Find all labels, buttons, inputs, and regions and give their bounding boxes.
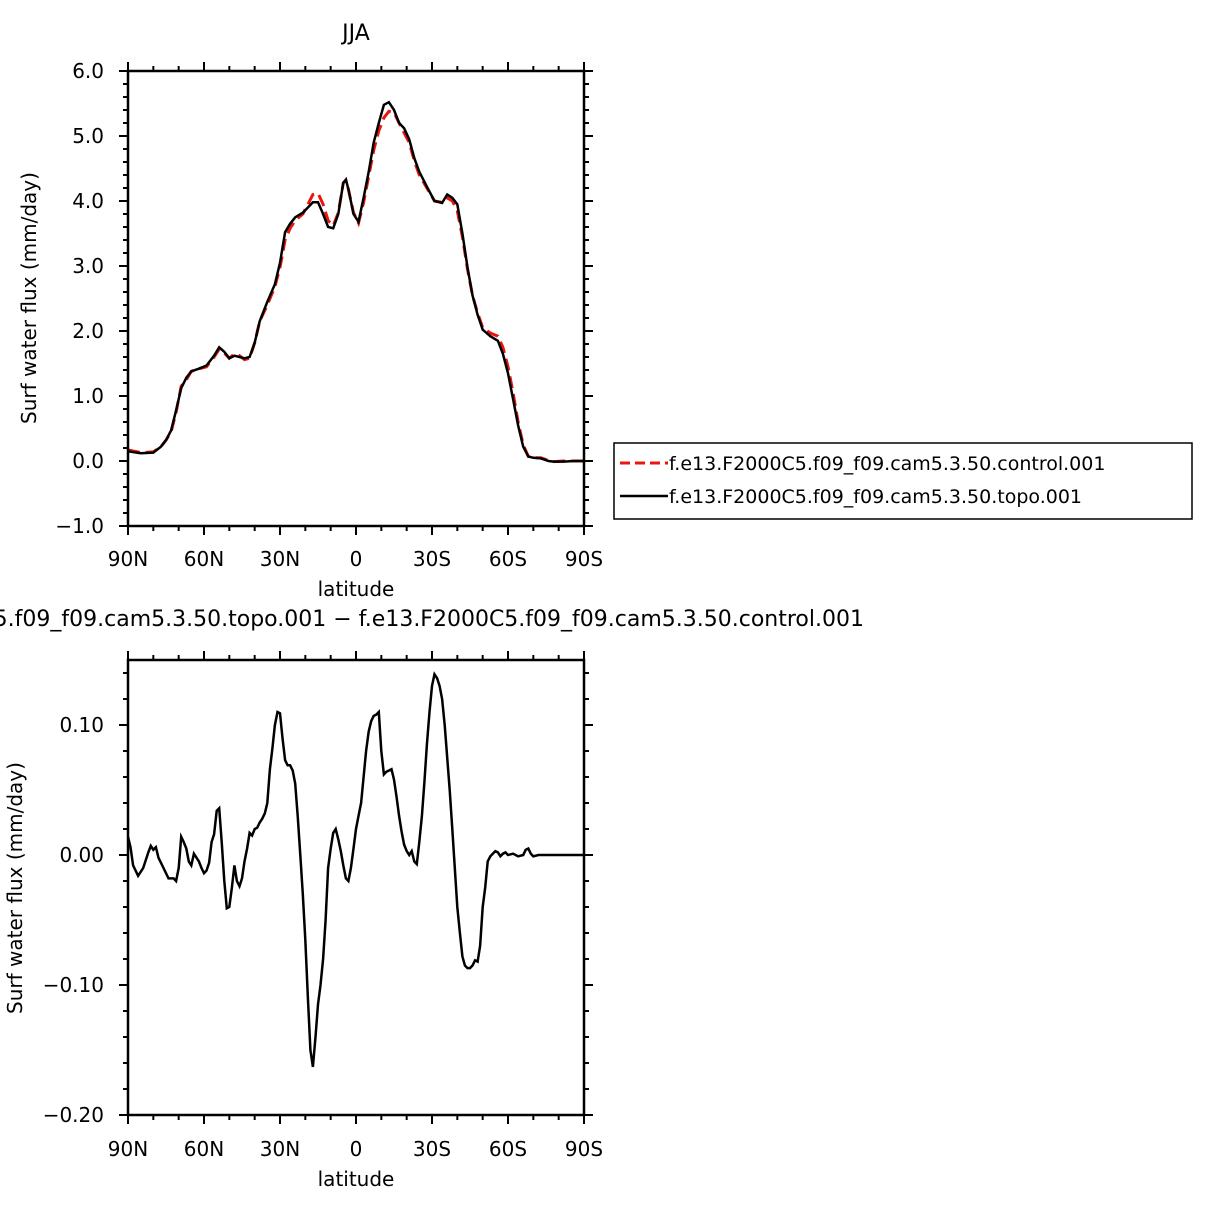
chart-top-y-tick-label: 4.0: [72, 189, 104, 213]
chart-bottom-x-tick-label: 60S: [489, 1137, 527, 1161]
chart-top-x-tick-label: 60N: [184, 547, 224, 571]
chart-bottom-x-tick-label: 90N: [108, 1137, 148, 1161]
chart-top-y-tick-label: −1.0: [55, 514, 104, 538]
chart-bottom-x-tick-label: 30N: [260, 1137, 300, 1161]
chart-top-legend-box: [613, 442, 1193, 520]
chart-top-x-tick-label: 30S: [413, 547, 451, 571]
chart-bottom-difference-line: [126, 671, 584, 1068]
chart-top-y-tick-label: 0.0: [72, 449, 104, 473]
chart-top-x-tick-label: 30N: [260, 547, 300, 571]
chart-top-x-tick-label: 90S: [565, 547, 603, 571]
chart-top-title: JJA: [340, 21, 370, 46]
chart-top: JJA −1.0 0.0 1.0 2.0 3.0 4.0 5.0 6.0 90N…: [17, 21, 1193, 601]
chart-bottom-x-tick-label: 90S: [565, 1137, 603, 1161]
chart-bottom-y-tick-label: −0.20: [43, 1103, 104, 1127]
chart-top-ticks: [119, 62, 593, 535]
chart-top-x-tick-label: 60S: [489, 547, 527, 571]
chart-bottom-ticks: [119, 651, 593, 1124]
chart-top-plot-frame: [126, 69, 586, 528]
chart-top-legend-label-control: f.e13.F2000C5.f09_f09.cam5.3.50.control.…: [669, 453, 1105, 475]
chart-top-y-tick-label: 5.0: [72, 124, 104, 148]
chart-top-legend-label-topo: f.e13.F2000C5.f09_f09.cam5.3.50.topo.001: [669, 486, 1082, 508]
chart-top-legend: f.e13.F2000C5.f09_f09.cam5.3.50.control.…: [613, 442, 1193, 520]
chart-bottom-x-tick-label: 60N: [184, 1137, 224, 1161]
chart-top-lines: [127, 100, 584, 464]
chart-top-y-tick-label: 6.0: [72, 59, 104, 83]
chart-top-y-tick-label: 2.0: [72, 319, 104, 343]
chart-bottom-y-axis-label: Surf water flux (mm/day): [3, 762, 27, 1014]
chart-top-y-tick-label: 3.0: [72, 254, 104, 278]
chart-bottom: f.e13.F2000C5.f09_f09.cam5.3.50.topo.001…: [0, 607, 864, 1191]
chart-bottom-y-tick-label: 0.10: [59, 713, 104, 737]
chart-bottom-x-tick-label: 30S: [413, 1137, 451, 1161]
chart-bottom-plot-frame: [126, 658, 586, 1117]
chart-top-x-axis-label: latitude: [318, 577, 395, 601]
chart-top-x-tick-label: 90N: [108, 547, 148, 571]
chart-top-y-tick-label: 1.0: [72, 384, 104, 408]
chart-bottom-x-tick-label: 0: [350, 1137, 363, 1161]
chart-bottom-y-tick-label: 0.00: [59, 843, 104, 867]
chart-top-x-tick-label: 0: [350, 547, 363, 571]
chart-bottom-title: f.e13.F2000C5.f09_f09.cam5.3.50.topo.001…: [0, 607, 864, 632]
chart-bottom-x-axis-label: latitude: [318, 1167, 395, 1191]
chart-top-series-topo-line: [127, 100, 584, 463]
chart-top-y-axis-label: Surf water flux (mm/day): [17, 172, 41, 424]
chart-bottom-y-tick-label: −0.10: [43, 973, 104, 997]
